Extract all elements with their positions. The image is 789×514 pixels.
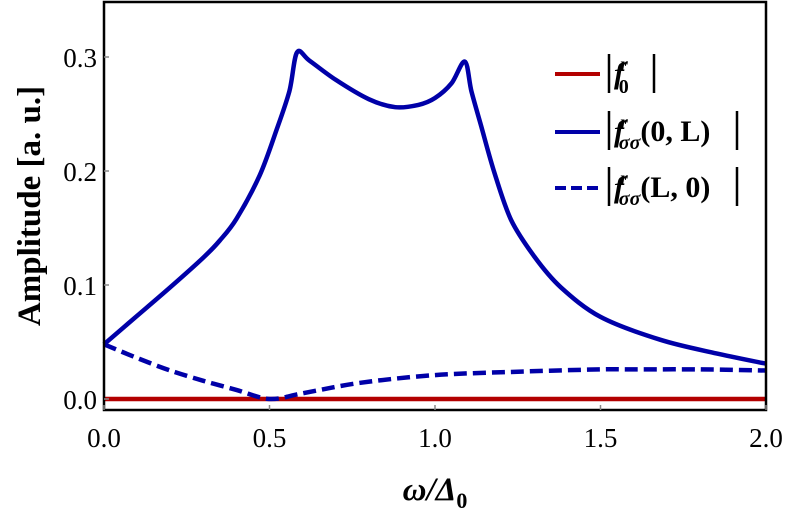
plot-frame [102, 0, 768, 412]
y-tick-label: 0.3 [63, 43, 97, 73]
y-tick-label: 0.2 [63, 157, 97, 187]
legend: fr 0 fr σσ(0, L) fr σσ(L, 0) [555, 54, 739, 210]
x-tick-label: 1.0 [418, 423, 452, 453]
y-axis-title: Amplitude [a. u.] [12, 86, 48, 326]
legend-item-fss-L0: fr σσ(L, 0) [555, 167, 739, 210]
x-tick-label: 2.0 [749, 423, 783, 453]
axis-ticks: 0.0 0.5 1.0 1.5 2.0 0.0 0.1 0.2 0.3 [63, 43, 783, 453]
x-axis-title: ω/Δ0 [403, 472, 468, 513]
series-fss-L0-line [103, 342, 767, 402]
svg-text:fr0: fr 0 [614, 54, 629, 98]
x-tick-label: 1.5 [584, 423, 618, 453]
plot-area [102, 48, 767, 402]
legend-item-fss-0L: fr σσ(0, L) [555, 111, 739, 154]
legend-item-f0: fr 0 [555, 54, 656, 98]
x-tick-label: 0.5 [253, 423, 287, 453]
y-tick-label: 0.1 [63, 271, 97, 301]
series-fss-0L-line [102, 48, 767, 366]
y-tick-label: 0.0 [63, 385, 97, 415]
x-tick-label: 0.0 [87, 423, 121, 453]
